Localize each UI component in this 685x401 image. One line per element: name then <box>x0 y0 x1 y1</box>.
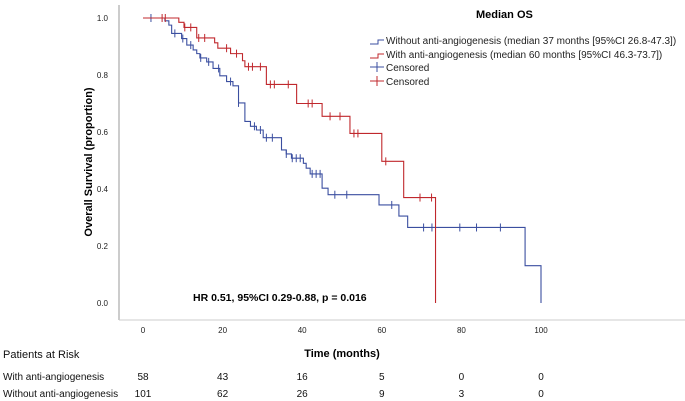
legend-swatch-without <box>370 39 384 45</box>
legend-censored-red-icon <box>370 76 384 86</box>
x-tick-label: 40 <box>298 326 307 335</box>
y-tick-label: 0.8 <box>97 71 109 80</box>
risk-count: 5 <box>379 372 385 383</box>
legend-censored-blue-icon <box>370 62 384 72</box>
risk-count: 16 <box>297 372 309 383</box>
x-tick-label: 100 <box>534 326 548 335</box>
survival-curve-with <box>143 17 437 303</box>
risk-count: 3 <box>459 389 465 400</box>
y-tick-label: 0.4 <box>97 185 109 194</box>
risk-count: 26 <box>297 389 309 400</box>
risk-count: 101 <box>135 389 152 400</box>
legend: Median OS Without anti-angiogenesis (med… <box>370 9 676 88</box>
legend-title: Median OS <box>476 9 533 21</box>
risk-count: 58 <box>137 372 149 383</box>
legend-label-without: Without anti-angiogenesis (median 37 mon… <box>386 36 676 47</box>
y-axis-label: Overall Survival (proportion) <box>83 87 95 236</box>
y-tick-label: 1.0 <box>97 14 109 23</box>
legend-label-censored-red: Censored <box>386 77 429 88</box>
legend-label-censored-blue: Censored <box>386 63 429 74</box>
legend-swatch-with <box>370 53 384 59</box>
x-tick-label: 20 <box>218 326 227 335</box>
risk-count: 62 <box>217 389 229 400</box>
hr-annotation: HR 0.51, 95%CI 0.29-0.88, p = 0.016 <box>193 292 367 304</box>
risk-table-title: Patients at Risk <box>3 349 80 361</box>
risk-count: 0 <box>538 389 544 400</box>
y-tick-label: 0.2 <box>97 242 109 251</box>
risk-count: 9 <box>379 389 385 400</box>
risk-count: 0 <box>459 372 465 383</box>
risk-table: Patients at Risk With anti-angiogenesis 5… <box>3 349 544 400</box>
x-axis-label: Time (months) <box>304 348 380 360</box>
risk-row-label: Without anti-angiogenesis <box>3 389 118 400</box>
risk-count: 43 <box>217 372 229 383</box>
risk-row-label: With anti-angiogenesis <box>3 372 104 383</box>
legend-label-with: With anti-angiogenesis (median 60 months… <box>386 50 662 61</box>
x-tick-label: 60 <box>377 326 386 335</box>
x-tick-label: 0 <box>141 326 146 335</box>
survival-curve-without <box>143 17 542 303</box>
y-tick-label: 0.6 <box>97 128 109 137</box>
x-tick-label: 80 <box>457 326 466 335</box>
risk-count: 0 <box>538 372 544 383</box>
y-tick-label: 0.0 <box>97 299 109 308</box>
